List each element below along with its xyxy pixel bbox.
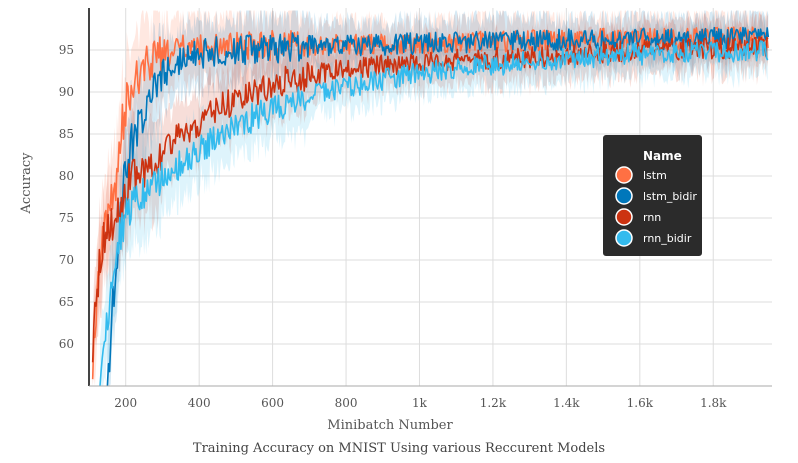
x-tick-label-4: 1k: [412, 396, 428, 410]
legend-label-lstm: lstm: [643, 169, 667, 182]
legend-swatch-rnn_bidir: [615, 229, 633, 247]
y-tick-label-7: 95: [59, 43, 74, 57]
legend-label-rnn: rnn: [643, 211, 661, 224]
y-tick-label-2: 70: [59, 253, 74, 267]
x-tick-label-6: 1.4k: [553, 396, 580, 410]
legend-box: [603, 135, 702, 256]
y-tick-label-0: 60: [59, 337, 74, 351]
y-tick-label-1: 65: [59, 295, 74, 309]
series-line-rnn_bidir: [99, 39, 769, 387]
chart-caption: Training Accuracy on MNIST Using various…: [193, 441, 605, 456]
y-axis-title: Accuracy: [19, 152, 34, 215]
legend-swatch-rnn: [615, 208, 633, 226]
x-tick-label-1: 400: [188, 396, 211, 410]
y-tick-labels: 60 65 70 75 80 85 90 95: [59, 43, 74, 351]
y-tick-label-4: 80: [59, 169, 74, 183]
y-tick-label-6: 90: [59, 85, 74, 99]
legend-title: Name: [643, 149, 682, 163]
legend-swatch-lstm: [615, 166, 633, 184]
x-tick-label-5: 1.2k: [480, 396, 507, 410]
y-tick-label-3: 75: [59, 211, 74, 225]
x-tick-labels: 200 400 600 800 1k 1.2k 1.4k 1.6k 1.8k: [114, 396, 727, 410]
legend-label-lstm_bidir: lstm_bidir: [643, 190, 697, 203]
legend-swatch-lstm_bidir: [615, 187, 633, 205]
x-tick-label-3: 800: [335, 396, 358, 410]
x-axis-title: Minibatch Number: [327, 418, 453, 433]
series-layer: [91, 26, 770, 387]
x-tick-label-8: 1.8k: [700, 396, 727, 410]
x-tick-label-0: 200: [114, 396, 137, 410]
x-tick-label-7: 1.6k: [627, 396, 654, 410]
x-tick-label-2: 600: [261, 396, 284, 410]
series-band-rnn_bidir: [100, 14, 768, 387]
y-tick-label-5: 85: [59, 127, 74, 141]
legend-label-rnn_bidir: rnn_bidir: [643, 232, 692, 245]
